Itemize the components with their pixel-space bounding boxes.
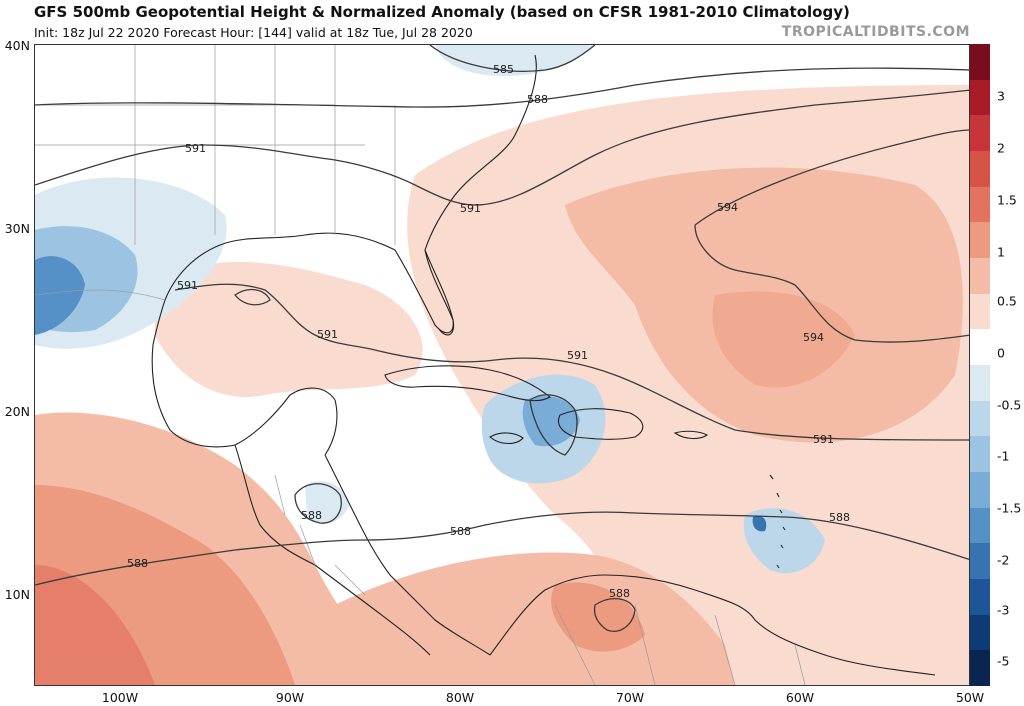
anomaly-positive-gulf bbox=[155, 261, 423, 397]
contour-588-south bbox=[35, 511, 969, 586]
contour-label: 591 bbox=[177, 279, 198, 292]
height-contours bbox=[35, 45, 969, 632]
contour-label: 594 bbox=[803, 331, 824, 344]
colorbar-label: 0 bbox=[997, 345, 1005, 361]
lon-label-100w: 100W bbox=[101, 690, 139, 705]
puerto-rico-outline bbox=[673, 430, 709, 440]
colorbar-segment bbox=[970, 79, 990, 116]
contour-label: 591 bbox=[317, 328, 338, 341]
contour-588-honduras bbox=[294, 483, 342, 524]
contour-588-north bbox=[35, 67, 969, 108]
colorbar-label: -1 bbox=[997, 448, 1010, 464]
contour-591-yucatan bbox=[234, 288, 271, 306]
colorbar-label: 1 bbox=[997, 244, 1005, 260]
lon-label-60w: 60W bbox=[785, 690, 815, 705]
contour-594 bbox=[694, 224, 969, 343]
lat-label-30n: 30N bbox=[4, 221, 30, 236]
contour-585 bbox=[429, 45, 596, 72]
colorbar-segment bbox=[970, 400, 990, 437]
colorbar-segment bbox=[970, 579, 990, 616]
contour-label: 594 bbox=[717, 201, 738, 214]
contour-label: 591 bbox=[185, 142, 206, 155]
colorbar-segment bbox=[970, 222, 990, 259]
contour-591-hispaniola bbox=[529, 394, 578, 456]
contour-591-gulf bbox=[174, 283, 969, 441]
colorbar-segment bbox=[970, 614, 990, 651]
colorbar-label: -5 bbox=[997, 653, 1010, 669]
contour-label: 585 bbox=[493, 63, 514, 76]
lon-label-90w: 90W bbox=[275, 690, 305, 705]
contour-594-top bbox=[694, 129, 969, 226]
site-credit: TROPICALTIDBITS.COM bbox=[781, 24, 970, 40]
map-svg: 585 588 591 591 594 594 591 591 591 591 … bbox=[35, 45, 969, 685]
colorbar-label: 1.5 bbox=[997, 192, 1017, 208]
colorbar-segment bbox=[970, 44, 990, 81]
anomaly-negative-antilles-core bbox=[752, 515, 767, 532]
colorbar-label: -2 bbox=[997, 552, 1010, 568]
central-america-outline bbox=[324, 454, 491, 656]
anomaly-negative-hispaniola-core bbox=[522, 396, 580, 447]
contour-labels: 585 588 591 591 594 594 591 591 591 591 … bbox=[127, 63, 850, 600]
anomaly-negative-texas-core bbox=[35, 256, 85, 335]
colorbar-segment bbox=[970, 650, 990, 687]
weather-map: 585 588 591 591 594 594 591 591 591 591 … bbox=[34, 44, 970, 686]
contour-label: 588 bbox=[609, 587, 630, 600]
anomaly-negative-north bbox=[435, 45, 595, 76]
contour-588-venezuela bbox=[593, 598, 636, 632]
border-mexico bbox=[35, 289, 166, 301]
colorbar-segment bbox=[970, 258, 990, 295]
colorbar-label: 0.5 bbox=[997, 293, 1017, 309]
us-coastline bbox=[152, 54, 537, 346]
colorbar-segment bbox=[970, 507, 990, 544]
colorbar-segment bbox=[970, 436, 990, 473]
border-central-america bbox=[274, 474, 366, 596]
contour-label: 591 bbox=[813, 433, 834, 446]
contour-label: 588 bbox=[527, 93, 548, 106]
lat-label-20n: 20N bbox=[4, 404, 30, 419]
lon-label-80w: 80W bbox=[445, 690, 475, 705]
colorbar-label: -3 bbox=[997, 602, 1010, 618]
contour-label: 588 bbox=[127, 557, 148, 570]
contour-label: 588 bbox=[301, 509, 322, 522]
lat-label-40n: 40N bbox=[4, 38, 30, 53]
colorbar-segment bbox=[970, 293, 990, 330]
border-south-america bbox=[554, 604, 806, 685]
colorbar-segment bbox=[970, 543, 990, 580]
contour-591-north bbox=[35, 89, 969, 206]
colorbar-segment bbox=[970, 186, 990, 223]
lesser-antilles bbox=[769, 474, 786, 569]
hispaniola-outline bbox=[557, 408, 644, 440]
colorbar-segment bbox=[970, 329, 990, 366]
colorbar-label: -0.5 bbox=[997, 397, 1022, 413]
colorbar-segment bbox=[970, 151, 990, 188]
anomaly-positive-atlantic-inner bbox=[712, 291, 855, 388]
jamaica-outline bbox=[489, 432, 524, 445]
mexico-coastline bbox=[151, 344, 338, 456]
contour-label: 591 bbox=[567, 349, 588, 362]
lon-label-70w: 70W bbox=[615, 690, 645, 705]
colorbar-segment bbox=[970, 472, 990, 509]
land-outlines bbox=[151, 54, 936, 676]
colorbar-label: 3 bbox=[997, 88, 1005, 104]
chart-title: GFS 500mb Geopotential Height & Normaliz… bbox=[34, 3, 850, 21]
contour-label: 588 bbox=[829, 511, 850, 524]
colorbar-label: 2 bbox=[997, 140, 1005, 156]
colorbar-segment bbox=[970, 365, 990, 402]
anomaly-shading bbox=[35, 45, 969, 685]
florida-outline bbox=[424, 249, 455, 336]
lon-label-50w: 50W bbox=[955, 690, 985, 705]
chart-subtitle: Init: 18z Jul 22 2020 Forecast Hour: [14… bbox=[34, 25, 473, 40]
colorbar-label: -1.5 bbox=[997, 500, 1022, 516]
anomaly-positive-southwest-inner bbox=[35, 565, 155, 685]
lat-label-10n: 10N bbox=[4, 587, 30, 602]
contour-label: 591 bbox=[460, 202, 481, 215]
colorbar-segment bbox=[970, 115, 990, 152]
cuba-outline bbox=[384, 365, 551, 402]
south-america-coastline bbox=[489, 574, 936, 676]
colorbar bbox=[970, 44, 990, 687]
contour-label: 588 bbox=[450, 525, 471, 538]
